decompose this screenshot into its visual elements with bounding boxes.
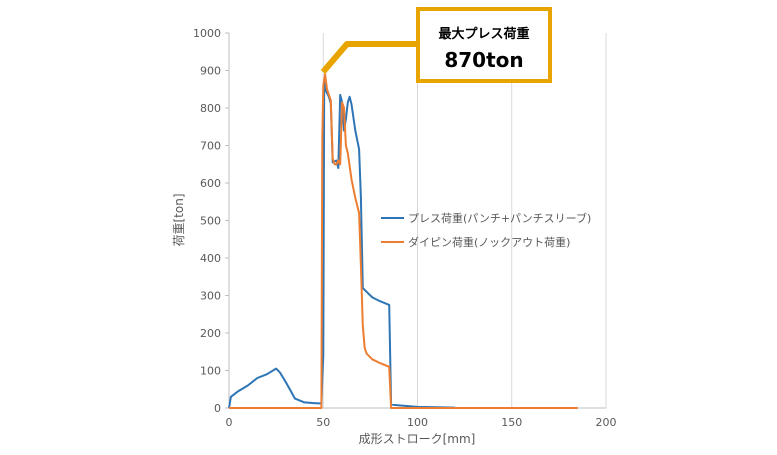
annotation-value: 870ton: [444, 48, 523, 72]
y-tick-label: 0: [214, 402, 221, 415]
x-tick-label: 0: [226, 416, 233, 429]
series-line-press-load: [228, 80, 456, 409]
legend: プレス荷重(パンチ+パンチスリーブ) ダイピン荷重(ノックアウト荷重): [381, 211, 591, 249]
y-axis-label: 荷重[ton]: [172, 193, 186, 246]
y-tick-label: 1000: [193, 27, 221, 40]
x-tick-label: 100: [407, 416, 428, 429]
x-tick-labels: 0 50 100 150 200: [226, 416, 617, 429]
annotation-box: [416, 7, 552, 83]
legend-label-press: プレス荷重(パンチ+パンチスリーブ): [408, 211, 591, 225]
series-lines: [228, 73, 578, 409]
x-axis-label: 成形ストローク[mm]: [359, 432, 476, 446]
y-tick-label: 600: [200, 177, 221, 190]
series-line-diepin-load: [229, 73, 578, 409]
y-tick-label: 400: [200, 252, 221, 265]
x-tick-label: 50: [316, 416, 330, 429]
annotation-title: 最大プレス荷重: [438, 26, 529, 42]
y-tick-label: 800: [200, 102, 221, 115]
annotation-leader-line: [320, 41, 418, 74]
y-tick-label: 300: [200, 290, 221, 303]
y-tick-label: 500: [200, 215, 221, 228]
x-tick-label: 150: [501, 416, 522, 429]
y-tick-label: 900: [200, 65, 221, 78]
max-load-annotation: 最大プレス荷重 870ton: [320, 7, 552, 83]
legend-label-diepin: ダイピン荷重(ノックアウト荷重): [408, 235, 570, 249]
y-tick-label: 200: [200, 327, 221, 340]
y-tick-labels: 0 100 200 300 400 500 600 700 800 900 1000: [193, 27, 221, 415]
y-tick-label: 100: [200, 365, 221, 378]
x-tick-label: 200: [596, 416, 617, 429]
y-tick-label: 700: [200, 140, 221, 153]
